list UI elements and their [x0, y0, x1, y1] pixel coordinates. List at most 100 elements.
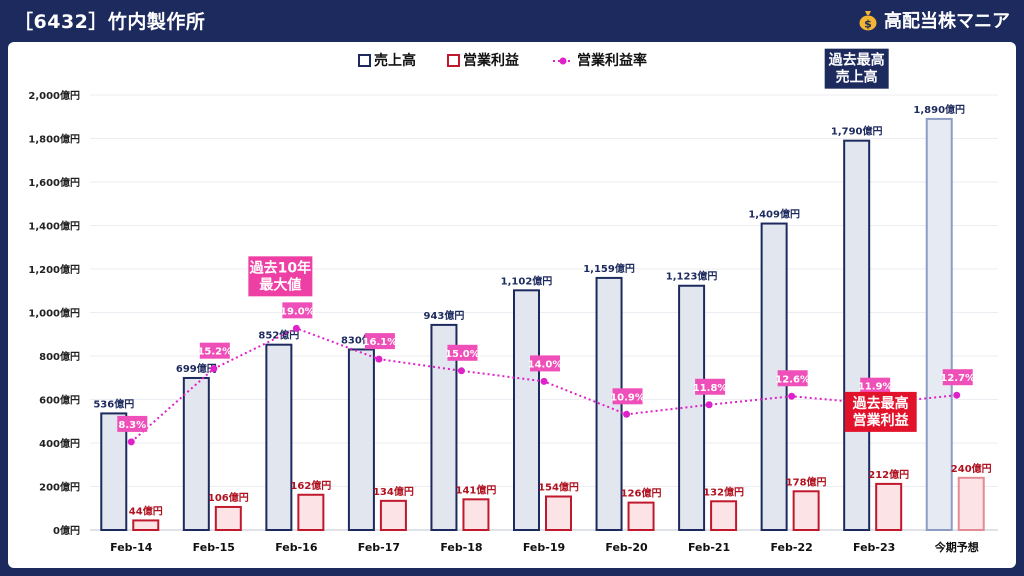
margin-label-bg: [282, 302, 313, 319]
profit-data-label: 141億円: [456, 483, 497, 496]
revenue-data-label: 1,159億円: [583, 262, 635, 275]
x-tick-label: Feb-15: [193, 541, 235, 554]
x-tick-label: Feb-14: [110, 541, 153, 554]
revenue-data-label: 943億円: [424, 309, 465, 322]
legend-margin-label: 営業利益率: [577, 52, 647, 69]
profit-data-label: 134億円: [373, 485, 414, 498]
callout-record-sales-text: 過去最高: [828, 52, 885, 69]
margin-data-label: 11.9%: [858, 382, 893, 393]
callout-max10-text: 過去10年: [249, 259, 311, 276]
profit-bar: [957, 476, 985, 531]
revenue-data-label: 1,123億円: [666, 270, 718, 283]
margin-label-bg: [942, 369, 973, 386]
margin-label-bg: [530, 355, 560, 372]
margin-point: [953, 391, 961, 399]
callout-record-profit: [844, 391, 917, 432]
brand-logo: $ 高配当株マニア: [858, 6, 1010, 34]
margin-data-label: 15.2%: [197, 347, 232, 358]
revenue-bar: [265, 343, 293, 531]
margin-data-label: 19.0%: [280, 306, 315, 317]
margin-label-bg: [199, 342, 230, 359]
legend-revenue-swatch: [358, 54, 371, 67]
margin-point: [292, 324, 300, 332]
legend-profit-swatch: [447, 54, 460, 67]
margin-label-bg: [364, 333, 395, 350]
y-tick-label: 0億円: [53, 524, 80, 537]
revenue-bar: [100, 412, 128, 532]
profit-data-label: 126億円: [621, 487, 662, 500]
profit-bar: [627, 501, 655, 532]
revenue-data-label: 1,890億円: [913, 103, 965, 116]
margin-data-label: 16.1%: [363, 337, 398, 348]
margin-point: [127, 438, 135, 446]
revenue-bar: [513, 289, 540, 531]
svg-text:$: $: [864, 18, 872, 31]
margin-label-bg: [117, 415, 148, 432]
legend-margin-marker: [559, 57, 567, 65]
margin-point: [623, 410, 631, 418]
revenue-bar: [925, 117, 953, 532]
y-tick-label: 1,600億円: [28, 176, 80, 189]
revenue-data-label: 1,790億円: [831, 125, 883, 138]
profit-data-label: 240億円: [951, 462, 992, 475]
x-tick-label: Feb-18: [440, 541, 482, 554]
callout-record-profit-text: 過去最高: [852, 395, 909, 412]
brand-name: 高配当株マニア: [884, 11, 1010, 32]
margin-label-bg: [695, 378, 726, 395]
revenue-data-label: 536億円: [93, 397, 134, 410]
revenue-bar: [347, 348, 375, 531]
profit-data-label: 178億円: [786, 475, 827, 488]
x-tick-label: Feb-16: [275, 541, 318, 554]
legend-profit-label: 営業利益: [463, 52, 519, 69]
revenue-data-label: 1,102億円: [501, 274, 553, 287]
x-tick-label: Feb-22: [770, 541, 812, 554]
margin-data-label: 12.7%: [940, 373, 975, 384]
callout-max10-text: 最大値: [259, 276, 301, 293]
margin-data-label: 8.3%: [118, 420, 146, 431]
y-tick-label: 600億円: [39, 394, 80, 407]
callout-record-profit-text: 営業利益: [853, 412, 909, 429]
profit-data-label: 106億円: [208, 491, 249, 504]
profit-bar: [379, 499, 407, 532]
profit-data-label: 132億円: [703, 485, 744, 498]
margin-data-label: 12.6%: [775, 374, 810, 385]
x-tick-label: Feb-20: [605, 541, 648, 554]
y-tick-label: 1,800億円: [28, 133, 80, 146]
x-tick-label: 今期予想: [934, 540, 979, 554]
margin-label-bg: [447, 344, 478, 361]
y-tick-label: 1,000億円: [28, 307, 80, 320]
margin-point: [788, 392, 796, 400]
profit-bar: [792, 490, 820, 532]
y-tick-label: 200億円: [39, 481, 80, 494]
margin-point: [540, 377, 548, 385]
margin-point: [705, 401, 713, 409]
x-tick-label: Feb-17: [358, 541, 400, 554]
profit-bar: [875, 482, 903, 532]
profit-bar: [545, 495, 572, 532]
x-tick-label: Feb-23: [853, 541, 895, 554]
margin-data-label: 10.9%: [610, 392, 645, 403]
chart-svg: 0億円 200億円 400億円 600億円 800億円 1,000億円 1,200億円 1,4…: [28, 48, 998, 554]
margin-line: [130, 327, 957, 443]
profit-data-label: 44億円: [129, 504, 163, 517]
margin-label-bg: [860, 377, 891, 394]
margin-data-label: 11.8%: [693, 383, 728, 394]
y-tick-label: 1,400億円: [28, 220, 80, 233]
revenue-bar: [182, 376, 210, 531]
margin-label-bg: [777, 370, 808, 387]
profit-data-label: 212億円: [868, 468, 909, 481]
revenue-data-label: 1,409億円: [748, 208, 800, 221]
x-tick-label: Feb-21: [688, 541, 730, 554]
y-tick-label: 400億円: [39, 437, 80, 450]
revenue-data-label: 699億円: [176, 362, 217, 375]
page-title: ［6432］竹内製作所: [14, 11, 206, 33]
x-tick-label: Feb-19: [523, 541, 565, 554]
profit-bar: [462, 498, 490, 531]
callout-record-sales: [824, 48, 889, 89]
margin-data-label: 15.0%: [445, 349, 480, 360]
legend-revenue-label: 売上高: [374, 52, 416, 69]
y-tick-label: 1,200億円: [28, 263, 80, 276]
header-bar: ［6432］竹内製作所 $ 高配当株マニア: [0, 0, 1024, 40]
profit-bar: [710, 500, 738, 532]
profit-bar: [214, 505, 242, 532]
